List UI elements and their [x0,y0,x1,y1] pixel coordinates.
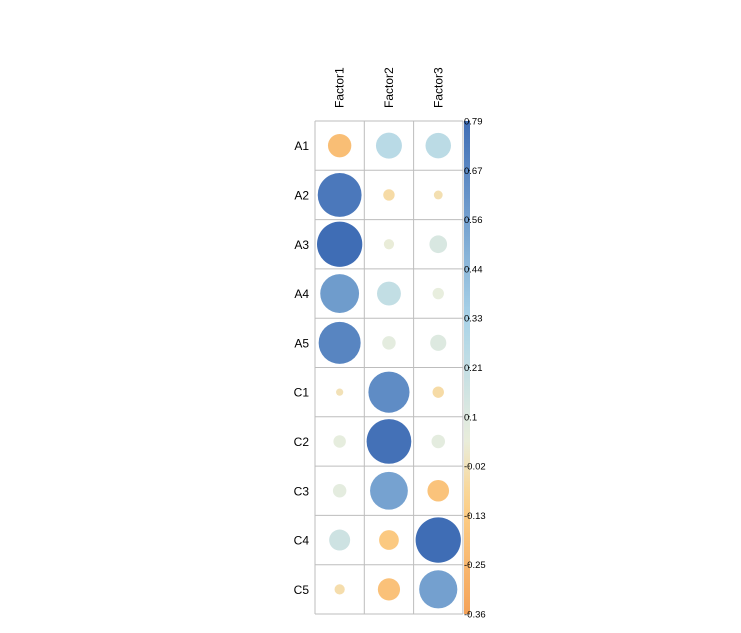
labels: A1 A2 A3 A4 A5 C1 C2 C3 C4 C5 Factor1 Factor2 Factor… [294,67,446,597]
circle-C5-Factor1 [334,584,345,595]
row-label-A5: A5 [294,336,309,350]
row-label-C2: C2 [294,435,310,449]
circle-A1-Factor3 [425,132,451,159]
row-label-A2: A2 [294,188,309,202]
row-label-A1: A1 [294,139,309,153]
circle-A3-Factor2 [383,239,395,250]
circle-C1-Factor2 [368,371,410,413]
circle-A5-Factor1 [318,321,361,364]
circle-A5-Factor2 [382,336,396,350]
row-label-C5: C5 [294,583,310,597]
colorbar-tick-label: -0.36 [464,610,486,621]
circle-C5-Factor2 [377,578,401,601]
circle-A3-Factor3 [429,235,448,254]
circle-C3-Factor1 [332,484,347,498]
circle-A4-Factor3 [432,287,444,300]
row-label-C1: C1 [294,386,310,400]
circle-C2-Factor1 [333,435,346,448]
circle-A5-Factor3 [430,334,447,351]
colorbar-tick-label: -0.13 [464,511,486,522]
row-label-A4: A4 [294,287,309,301]
colorbar-tick-label: 0.21 [464,363,483,374]
colorbar-tick-label: 0.44 [464,264,483,275]
circle-C3-Factor2 [370,471,408,510]
column-label-Factor1: Factor1 [333,67,347,108]
row-label-C3: C3 [294,484,310,498]
circle-A1-Factor2 [375,132,402,159]
circle-C1-Factor1 [336,388,344,396]
row-label-C4: C4 [294,534,310,548]
colorbar: 0.79 0.67 0.56 0.44 0.33 0.21 0.1 -0.02 -0.13 -0.… [464,117,486,621]
colorbar-tick-label: 0.56 [464,215,483,226]
colorbar-tick-label: 0.67 [464,166,483,177]
circle-C4-Factor2 [379,530,399,550]
circles [317,132,461,609]
colorbar-tick-label: 0.1 [464,412,477,423]
column-label-Factor3: Factor3 [431,67,445,108]
circle-A3-Factor1 [317,221,363,267]
circle-A2-Factor3 [433,190,443,200]
circle-A1-Factor1 [327,133,352,158]
colorbar-tick-label: -0.25 [464,560,486,571]
colorbar-tick-label: -0.02 [464,462,486,473]
circle-C2-Factor3 [431,434,445,449]
circle-C4-Factor3 [415,517,461,563]
circle-A4-Factor1 [320,274,360,313]
column-label-Factor2: Factor2 [382,67,396,108]
grid [314,120,464,615]
circle-C5-Factor3 [419,570,458,609]
circle-A2-Factor1 [317,173,362,217]
colorbar-tick-label: 0.79 [464,117,483,128]
circle-C4-Factor1 [329,529,351,551]
row-label-A3: A3 [294,238,309,252]
circle-C2-Factor2 [366,419,412,464]
colorbar-tick-label: 0.33 [464,314,483,325]
circle-C3-Factor3 [427,479,450,502]
circle-C1-Factor3 [432,386,444,398]
circle-A2-Factor2 [383,189,395,201]
colorbar-gradient [464,121,470,614]
circle-A4-Factor2 [377,281,401,306]
